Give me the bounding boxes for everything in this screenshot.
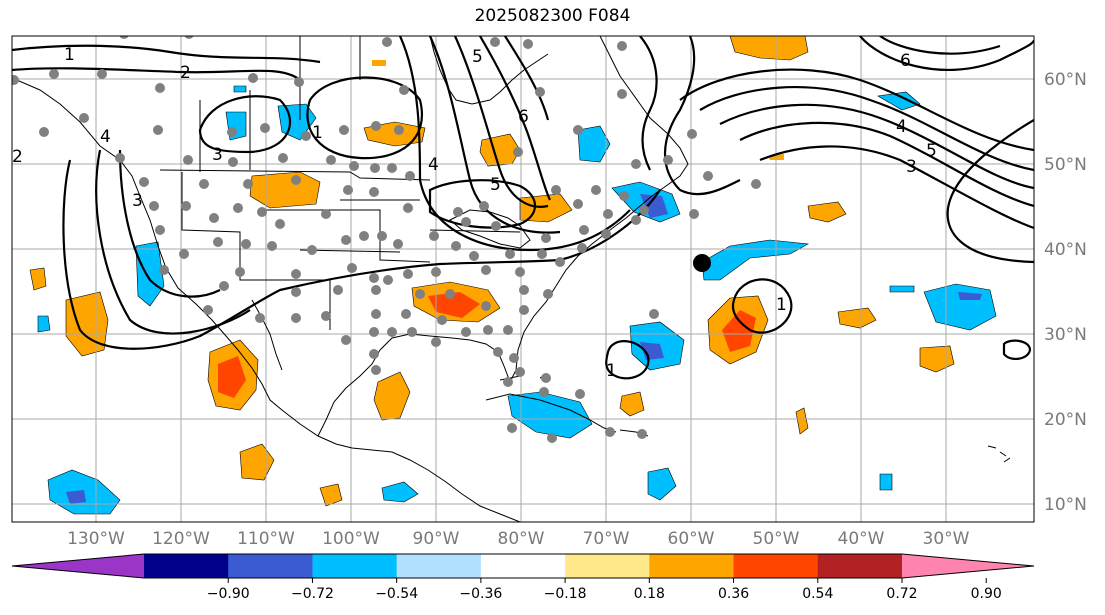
svg-text:5: 5	[926, 141, 937, 161]
longitude-labels: 130°W 120°W 110°W 100°W 90°W 80°W 70°W 6…	[67, 529, 970, 549]
graticule	[12, 36, 1034, 522]
lon-label: 40°W	[838, 529, 885, 549]
latitude-labels: 60°N 50°N 40°N 30°N 20°N 10°N	[1044, 70, 1087, 515]
svg-text:5: 5	[490, 175, 501, 195]
colorbar-segment	[649, 554, 735, 578]
svg-text:6: 6	[518, 107, 529, 127]
lon-label: 130°W	[67, 529, 125, 549]
colorbar-tick-label: 0.54	[802, 586, 833, 602]
svg-text:1: 1	[776, 295, 787, 315]
colorbar-tick-label: 0.90	[971, 586, 1002, 602]
plot-border	[11, 35, 1035, 523]
svg-text:3: 3	[132, 191, 143, 211]
svg-text:3: 3	[212, 145, 223, 165]
svg-text:2: 2	[12, 147, 23, 167]
lon-label: 70°W	[583, 529, 630, 549]
colorbar-segment	[144, 554, 229, 578]
svg-text:4: 4	[896, 117, 907, 137]
lat-label: 10°N	[1044, 495, 1087, 515]
colorbar-labels: −0.90 −0.72 −0.54 −0.36 −0.18 0.18 0.36 0.54 0.7…	[207, 578, 1002, 602]
colorbar-tick-label: −0.90	[207, 586, 250, 602]
lon-label: 80°W	[498, 529, 545, 549]
svg-text:3: 3	[906, 157, 917, 177]
colorbar-tick-label: 0.36	[718, 586, 749, 602]
lat-label: 20°N	[1044, 410, 1087, 430]
plot-area	[12, 36, 1034, 522]
lat-label: 50°N	[1044, 155, 1087, 175]
contours	[12, 36, 1034, 380]
colorbar-segment	[396, 554, 482, 578]
anomaly-fills	[29, 36, 997, 515]
lat-label: 30°N	[1044, 325, 1087, 345]
svg-text:1: 1	[64, 45, 75, 65]
lon-label: 50°W	[753, 529, 800, 549]
colorbar	[11, 553, 1035, 579]
svg-text:4: 4	[100, 127, 111, 147]
colorbar-tick-label: 0.18	[634, 586, 665, 602]
colorbar-tick-label: −0.72	[291, 586, 334, 602]
lon-label: 30°W	[923, 529, 970, 549]
map-title: 2025082300 F084	[474, 6, 631, 26]
colorbar-segment	[565, 554, 650, 578]
lon-label: 120°W	[152, 529, 210, 549]
colorbar-segment	[480, 554, 566, 578]
colorbar-tick-label: 0.72	[886, 586, 917, 602]
svg-text:1: 1	[606, 361, 617, 381]
colorbar-tick-label: −0.54	[375, 586, 418, 602]
highlight-marker	[693, 254, 711, 272]
contour-labels: 1 2 3 4 5 6 5 4 3 2 1 1 1 6 5 4 3	[12, 45, 937, 381]
station-markers	[12, 36, 761, 443]
svg-text:6: 6	[900, 51, 911, 71]
colorbar-segment	[228, 554, 313, 578]
colorbar-tick-label: −0.36	[459, 586, 502, 602]
colorbar-segment	[817, 554, 903, 578]
lon-label: 60°W	[668, 529, 715, 549]
svg-text:1: 1	[312, 123, 323, 143]
colorbar-max-extension	[902, 554, 1034, 578]
svg-text:5: 5	[472, 47, 483, 67]
svg-text:4: 4	[428, 155, 439, 175]
colorbar-tick-label: −0.18	[544, 586, 587, 602]
svg-text:2: 2	[180, 63, 191, 83]
colorbar-segment	[733, 554, 819, 578]
lon-label: 110°W	[237, 529, 295, 549]
lat-label: 60°N	[1044, 70, 1087, 90]
lat-label: 40°N	[1044, 240, 1087, 260]
colorbar-segment	[312, 554, 398, 578]
lon-label: 90°W	[413, 529, 460, 549]
lon-label: 100°W	[322, 529, 380, 549]
colorbar-min-extension	[12, 554, 144, 578]
colorbar-outline	[11, 553, 1035, 579]
